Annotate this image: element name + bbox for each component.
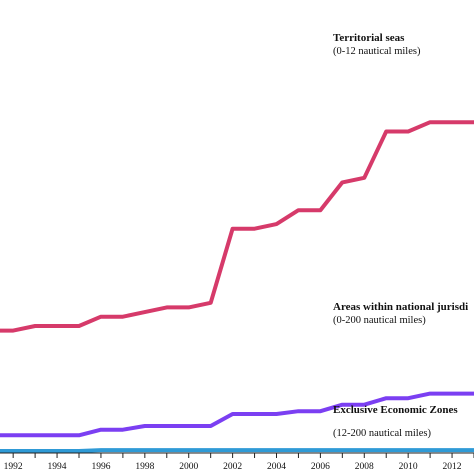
annotation-eez-title: Exclusive Economic Zones xyxy=(333,404,458,416)
series-line-2 xyxy=(0,448,474,453)
x-tick-label: 2002 xyxy=(223,462,242,472)
x-tick-label: 1992 xyxy=(4,462,23,472)
x-tick-label: 2010 xyxy=(399,462,418,472)
x-tick-label: 1994 xyxy=(48,462,67,472)
x-tick-label: 2006 xyxy=(311,462,330,472)
annotation-national-jurisdiction-subtitle: (0-200 nautical miles) xyxy=(333,315,426,326)
x-tick-label: 2004 xyxy=(267,462,286,472)
x-axis: 1992 1994 1996 1998 2000 2002 2004 2006 2008 2010… xyxy=(0,452,474,472)
x-tick-label: 1998 xyxy=(135,462,154,472)
x-tick-label: 1996 xyxy=(91,462,110,472)
annotation-eez-subtitle: (12-200 nautical miles) xyxy=(333,428,431,439)
x-tick-label: 2000 xyxy=(179,462,198,472)
annotation-territorial-seas-subtitle: (0-12 nautical miles) xyxy=(333,46,421,57)
series-lines xyxy=(0,120,474,453)
annotation-territorial-seas-title: Territorial seas xyxy=(333,32,405,44)
x-tick-label: 2008 xyxy=(355,462,374,472)
annotation-national-jurisdiction-title: Areas within national jurisdi xyxy=(333,301,468,313)
x-tick-label: 2012 xyxy=(443,462,462,472)
series-line-0 xyxy=(0,120,474,333)
series-line-1 xyxy=(0,391,474,438)
